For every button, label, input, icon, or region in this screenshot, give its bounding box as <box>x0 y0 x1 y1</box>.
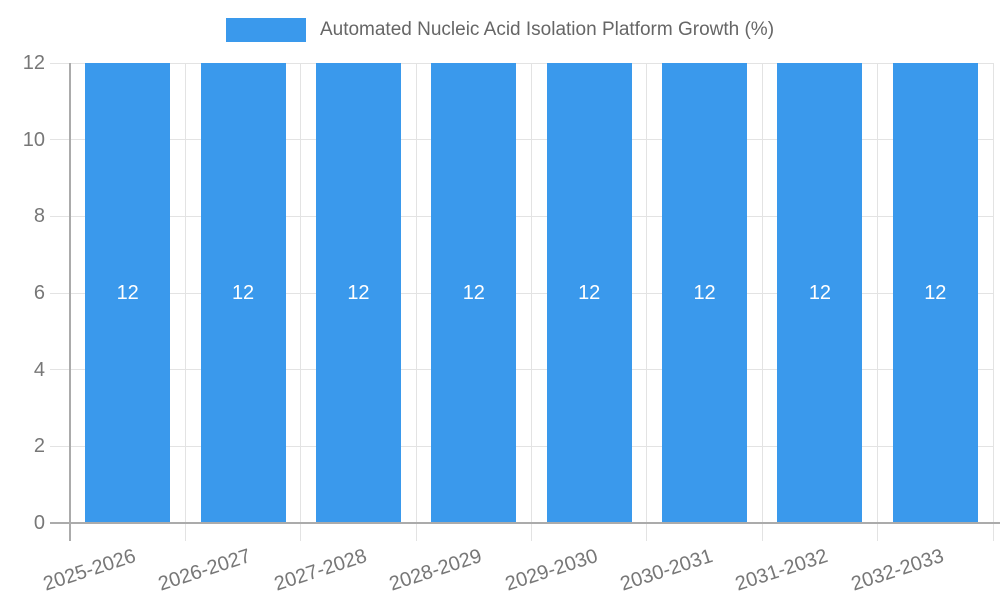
x-tick-label: 2032-2033 <box>848 545 947 596</box>
x-gridline <box>415 63 417 541</box>
y-tick-label: 6 <box>33 282 45 304</box>
y-gridline <box>50 292 993 294</box>
legend-swatch <box>225 18 306 42</box>
y-tick-label: 8 <box>33 205 45 228</box>
x-tick-label: 2030-2031 <box>617 545 716 596</box>
x-gridline <box>531 63 532 541</box>
bar: 12 <box>200 63 286 523</box>
x-gridline <box>761 63 763 541</box>
y-tick-label: 2 <box>33 435 45 458</box>
x-gridline <box>992 63 994 541</box>
y-axis-line <box>69 63 71 541</box>
bar-value-label: 12 <box>231 281 255 304</box>
bar: 12 <box>662 63 748 523</box>
legend[interactable]: Automated Nucleic Acid Isolation Platfor… <box>0 18 1000 42</box>
y-tick-label: 4 <box>33 358 45 381</box>
bar: 12 <box>85 63 171 523</box>
x-gridline <box>646 63 648 541</box>
y-gridline <box>50 369 993 371</box>
plot-area: 12 12 12 12 12 12 12 12 <box>50 62 1000 541</box>
bar-value-label: 12 <box>462 281 485 304</box>
x-tick-label: 2027-2028 <box>271 545 370 596</box>
y-tick-label: 10 <box>22 128 45 151</box>
y-gridline <box>50 445 993 447</box>
bar: 12 <box>777 63 863 523</box>
bar: 12 <box>546 63 632 523</box>
y-gridline <box>50 139 993 141</box>
y-gridline <box>50 62 993 64</box>
x-tick-label: 2028-2029 <box>386 545 485 596</box>
x-gridline <box>300 63 302 541</box>
bar-value-label: 12 <box>924 281 947 304</box>
bar: 12 <box>892 63 978 523</box>
bar-value-label: 12 <box>808 281 832 304</box>
bar-value-label: 12 <box>578 281 601 304</box>
x-gridline <box>184 63 186 541</box>
bar-value-label: 12 <box>347 281 370 304</box>
y-tick-label: 12 <box>22 52 45 74</box>
bar: 12 <box>315 63 401 523</box>
x-gridline <box>877 63 879 541</box>
bar-value-label: 12 <box>116 281 139 304</box>
x-tick-label: 2025-2026 <box>40 545 139 596</box>
x-tick-label: 2031-2032 <box>732 545 831 596</box>
y-tick-label: 0 <box>33 512 45 534</box>
y-gridline <box>50 215 993 217</box>
bar: 12 <box>431 63 517 523</box>
x-tick-label: 2029-2030 <box>502 545 600 596</box>
legend-label: Automated Nucleic Acid Isolation Platfor… <box>319 19 775 40</box>
x-axis-line <box>50 522 1000 524</box>
y-axis-labels: 0 2 4 6 8 10 12 <box>0 52 47 534</box>
bar-value-label: 12 <box>693 281 716 304</box>
x-tick-label: 2026-2027 <box>156 545 254 596</box>
